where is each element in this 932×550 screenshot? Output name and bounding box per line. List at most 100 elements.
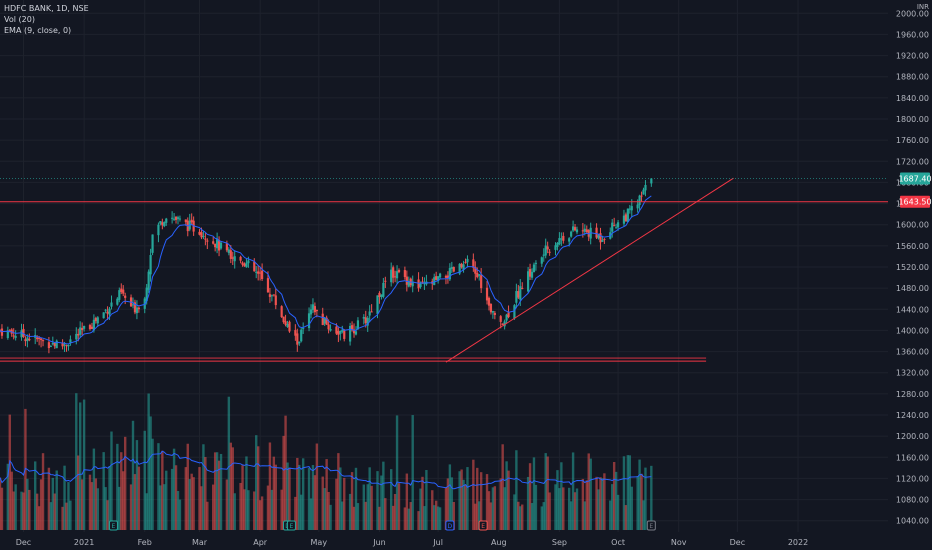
candle [147,269,150,293]
candle [337,327,340,343]
volume-bar [425,469,428,530]
candle [206,238,209,250]
candle [452,266,455,273]
candle-body [507,312,510,318]
time-axis[interactable]: Dec 2021 Feb Mar Apr May Jun Jul Aug Sep Oct Nov Dec… [0,532,932,550]
candle-body [300,329,303,342]
candle [493,311,496,320]
candle-body [41,340,45,342]
candle-body [505,314,508,321]
event-markers[interactable]: EDEDEE [108,520,656,531]
volume-bar [227,396,231,530]
volume-bar [626,455,630,530]
candle-body [172,218,176,220]
volume-bar [612,461,616,530]
legend-ema[interactable]: EMA (9, close, 0) [4,26,72,35]
event-marker[interactable]: E [286,520,296,531]
time-tick-label: Dec [16,538,31,547]
candle [505,313,508,324]
candle-body [268,294,272,297]
volume-bar [39,479,43,530]
candle-body [599,233,602,243]
candle-body [554,245,557,250]
candle-body [257,271,260,274]
candle-body [378,292,381,298]
candle-body [165,218,168,223]
volume-bar [534,484,538,530]
volume-bar [601,478,604,530]
candle [585,225,588,234]
volume-bar [444,487,448,530]
volume-bar [247,490,250,530]
candle [165,217,168,226]
candle-body [321,313,324,325]
candle-body [394,276,397,278]
event-marker-label: E [112,523,116,530]
volume-bar [12,491,15,530]
volume-bar [253,491,256,530]
event-marker[interactable]: E [646,520,656,531]
candle-body [568,238,571,242]
volume-bar [384,498,387,530]
candle-body [75,333,78,340]
candle-body [274,295,277,306]
volume-bar [231,447,234,530]
candle-body [474,267,477,274]
volume-bar [92,448,96,530]
volume-bar [165,470,168,530]
candle-body [90,326,94,329]
candle [349,322,352,346]
candle-body [583,228,586,232]
volume-bar [61,506,64,530]
candle-body [368,311,371,316]
candle [613,217,616,227]
candle-body [405,276,408,285]
candle-body [556,242,559,247]
volume-bar [157,443,160,530]
volume-bar [104,487,107,530]
candle [571,220,575,233]
volume-bar [270,489,274,530]
candle [562,232,565,244]
price-axis[interactable]: 1040.00 1080.00 1120.00 1160.00 1200.00 1240.… [888,0,932,550]
volume-bar [370,485,373,530]
candle-body [597,235,600,239]
volume-bar [28,489,31,530]
candle [69,335,72,346]
volume-bar [644,467,647,530]
volume-bars [0,393,653,530]
volume-bar [202,444,205,530]
candle-body [587,230,590,237]
candle [255,265,258,279]
volume-bar [532,457,536,530]
volume-bar [421,476,424,530]
candle [384,276,387,289]
legend-volume[interactable]: Vol (20) [4,15,35,24]
candle [55,339,58,349]
legend-symbol[interactable]: HDFC BANK, 1D, NSE [4,4,89,13]
volume-bar [438,507,442,530]
candle [570,230,573,238]
chart-legend[interactable]: HDFC BANK, 1D, NSE Vol (20) EMA (9, clos… [4,3,89,36]
drawings[interactable] [0,177,888,363]
volume-bar [315,443,319,530]
volume-bar [472,459,475,530]
candle-body [266,278,270,293]
volume-bar [526,476,530,530]
candle-body [542,254,545,256]
volume-bar [540,506,543,530]
volume-bar [96,488,99,530]
candle [325,315,328,325]
candle [149,248,152,282]
candle [268,287,272,303]
event-marker[interactable]: E [478,520,488,531]
candle-body [341,329,344,332]
volume-bar [37,506,41,530]
event-marker[interactable]: E [108,520,118,531]
event-marker[interactable]: D [445,520,455,531]
volume-bar [53,493,56,530]
candle-body [6,330,9,339]
candle [178,215,182,222]
volume-bar [282,435,285,530]
